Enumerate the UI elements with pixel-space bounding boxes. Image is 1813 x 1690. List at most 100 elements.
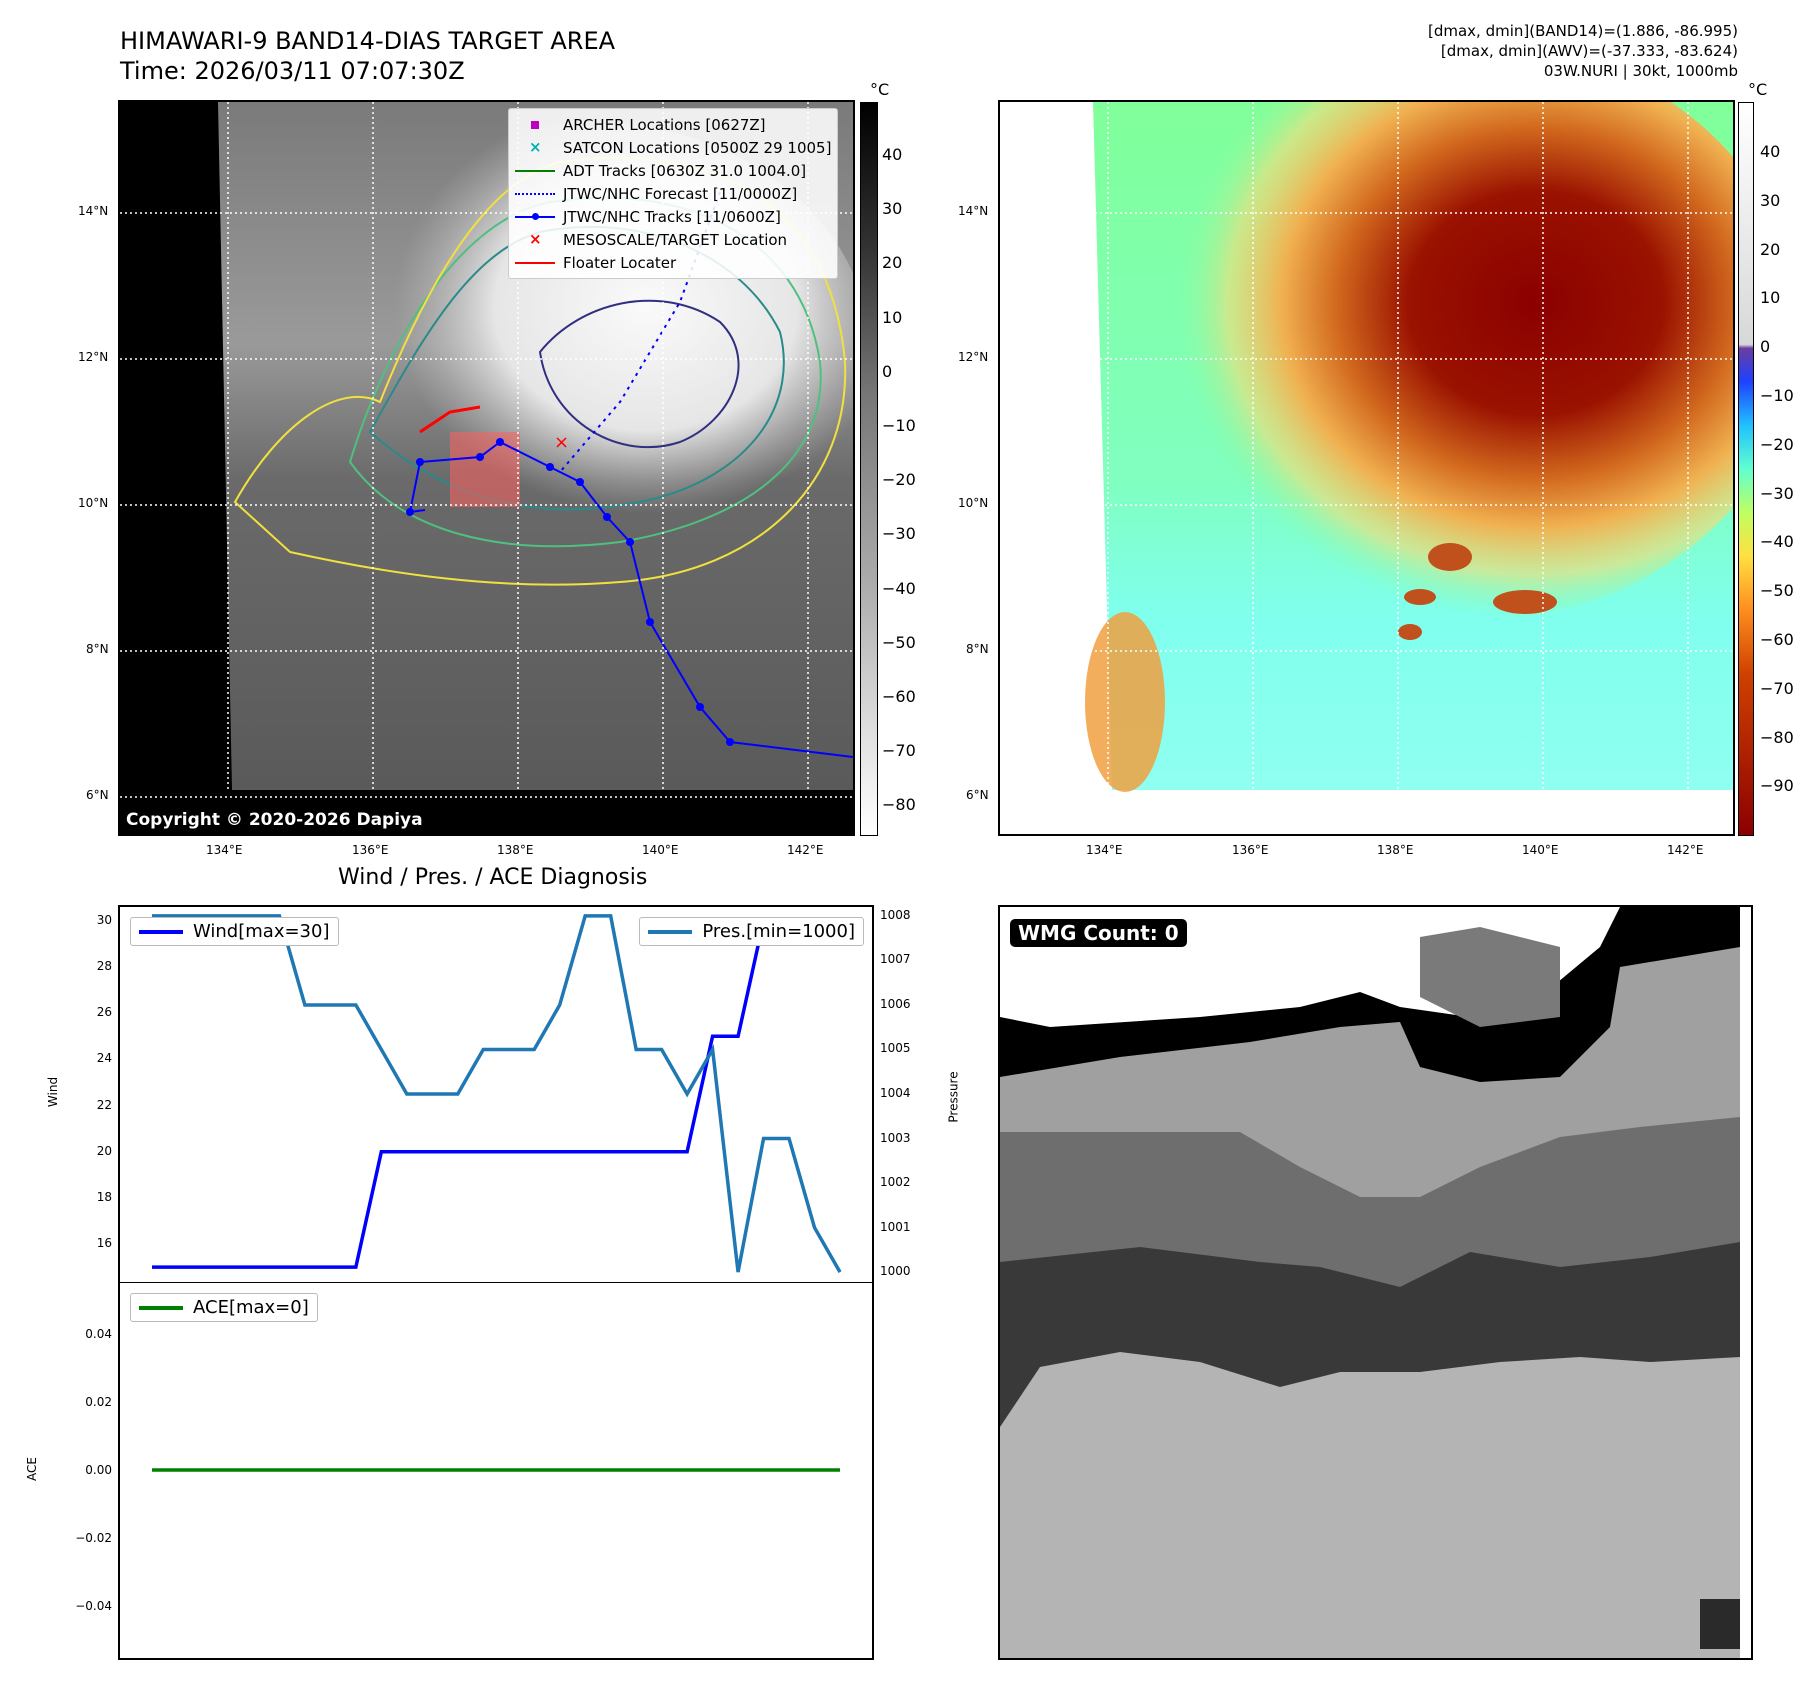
lat-tick: 12°N (78, 350, 109, 364)
lon-tick: 138°E (497, 843, 534, 857)
wind-series-line (152, 919, 840, 1269)
floater-box (450, 432, 520, 507)
axis-tick: 1000 (880, 1264, 911, 1279)
lon-tick: 138°E (1377, 843, 1414, 857)
copyright-text: Copyright © 2020-2026 Dapiya (126, 810, 423, 830)
ace-plot (152, 1468, 840, 1472)
legend-satcon: × SATCON Locations [0500Z 29 1005] (515, 136, 831, 159)
lat-tick: 14°N (78, 204, 109, 218)
x-marker-icon: × (529, 229, 542, 248)
storm-info-text: 03W.NURI | 30kt, 1000mb (1543, 62, 1738, 80)
axis-tick: 0.02 (85, 1395, 112, 1409)
wind-pressure-plot (152, 914, 842, 1273)
colorbar-tick: −80 (882, 795, 916, 815)
line-icon (139, 1305, 183, 1310)
lon-tick: 140°E (1522, 843, 1559, 857)
color-map-panel (998, 100, 1735, 836)
colorbar-tick: −20 (1760, 434, 1794, 454)
colorbar-tick: −30 (1760, 483, 1794, 503)
square-marker-icon (515, 118, 555, 132)
colorbar-tick: −70 (1760, 678, 1794, 698)
dmax-awv-text: [dmax, dmin](AWV)=(-37.333, -83.624) (1440, 42, 1738, 60)
lat-tick: 10°N (78, 496, 109, 510)
line-icon (648, 929, 693, 934)
lon-tick: 136°E (1232, 843, 1269, 857)
colorbar-tick: −50 (882, 632, 916, 652)
legend-tracks: JTWC/NHC Tracks [11/0600Z] (515, 205, 831, 228)
axis-tick: 1004 (880, 1086, 911, 1100)
axis-tick: 20 (96, 1143, 112, 1158)
axis-tick: 1006 (880, 996, 911, 1011)
pressure-series-line (152, 914, 842, 1273)
dmax-band14-text: [dmax, dmin](BAND14)=(1.886, -86.995) (1427, 22, 1738, 40)
colorbar-tick: −10 (882, 416, 916, 435)
color-map-image (1000, 102, 1733, 798)
axis-tick: 1005 (880, 1041, 911, 1056)
map-legend: ARCHER Locations [0627Z] × SATCON Locatio… (508, 108, 839, 279)
legend-adt: ADT Tracks [0630Z 31.0 1004.0] (515, 159, 831, 182)
lon-tick: 134°E (1086, 843, 1123, 857)
colorbar-tick: 20 (1760, 239, 1781, 259)
lat-tick: 8°N (86, 642, 109, 656)
lat-tick: 6°N (966, 788, 989, 802)
axis-tick: 1007 (880, 952, 911, 967)
colorbar-tick: 40 (882, 145, 903, 164)
lat-tick: 10°N (958, 496, 989, 510)
colorbar-tick: 20 (882, 253, 903, 273)
colorbar-tick: −60 (1760, 630, 1794, 649)
pressure-axis-label: Pressure (946, 1071, 961, 1123)
wmg-count-badge: WMG Count: 0 (1010, 919, 1187, 947)
axis-tick: 0.00 (85, 1463, 112, 1477)
colorbar-tick: −40 (882, 578, 916, 598)
axis-tick: 1001 (880, 1219, 911, 1234)
axis-tick: 1008 (880, 907, 911, 922)
colorbar-tick: −70 (882, 741, 916, 761)
lat-tick: 12°N (958, 350, 989, 364)
line-icon (139, 929, 183, 934)
axis-tick: 26 (96, 1005, 112, 1020)
colorbar-tick: −90 (1760, 776, 1794, 796)
colorbar-tick: 30 (882, 199, 903, 219)
colorbar-unit: °C (1748, 80, 1768, 99)
ace-axis-label: ACE (24, 1457, 39, 1481)
ace-legend: ACE[max=0] (130, 1293, 318, 1322)
colorbar-tick: −80 (1760, 727, 1794, 747)
axis-tick: 1002 (880, 1175, 911, 1190)
axis-tick: 22 (96, 1097, 112, 1112)
colorbar-tick: 10 (882, 307, 903, 327)
wind-legend: Wind[max=30] (130, 917, 339, 946)
line-dot-icon (515, 210, 555, 224)
lon-tick: 134°E (206, 843, 243, 857)
colorbar-tick: 0 (882, 361, 893, 381)
colorbar-tick: 40 (1760, 142, 1781, 161)
chart-time: Time: 2026/03/11 07:07:30Z (120, 57, 465, 85)
colorbar-tick: 30 (1760, 190, 1781, 210)
axis-tick: 18 (96, 1189, 112, 1204)
lat-tick: 8°N (966, 642, 989, 656)
axis-tick: 1003 (880, 1130, 911, 1145)
colorbar-tick: 0 (1760, 337, 1771, 357)
legend-archer: ARCHER Locations [0627Z] (515, 113, 831, 136)
wind-axis-label: Wind (46, 1076, 61, 1108)
ir-map-panel: × Copyright © 2020-2026 Dapiya ARCHER Lo… (118, 100, 855, 836)
ace-chart: ACE[max=0] (118, 1282, 874, 1660)
colorbar-tick: −20 (882, 470, 916, 490)
colorbar-tick: 10 (1760, 288, 1781, 308)
axis-tick: 30 (96, 912, 112, 927)
colorbar-tick: −60 (882, 687, 916, 706)
line-icon (515, 164, 555, 178)
lon-tick: 142°E (787, 843, 824, 857)
pressure-legend: Pres.[min=1000] (639, 917, 864, 946)
colorbar-tick: −30 (882, 524, 916, 544)
wmg-panel: WMG Count: 0 (998, 905, 1753, 1660)
wmg-image (1000, 907, 1740, 1658)
target-location-marker: × (554, 432, 569, 453)
dotted-line-icon (515, 187, 555, 201)
colorbar-tick: −50 (1760, 581, 1794, 601)
axis-tick: 24 (96, 1051, 112, 1066)
diagnosis-title: Wind / Pres. / ACE Diagnosis (338, 865, 648, 890)
legend-mesoscale: × MESOSCALE/TARGET Location (515, 228, 831, 251)
legend-forecast: JTWC/NHC Forecast [11/0000Z] (515, 182, 831, 205)
axis-tick: 16 (96, 1236, 112, 1251)
lon-tick: 136°E (352, 843, 389, 857)
